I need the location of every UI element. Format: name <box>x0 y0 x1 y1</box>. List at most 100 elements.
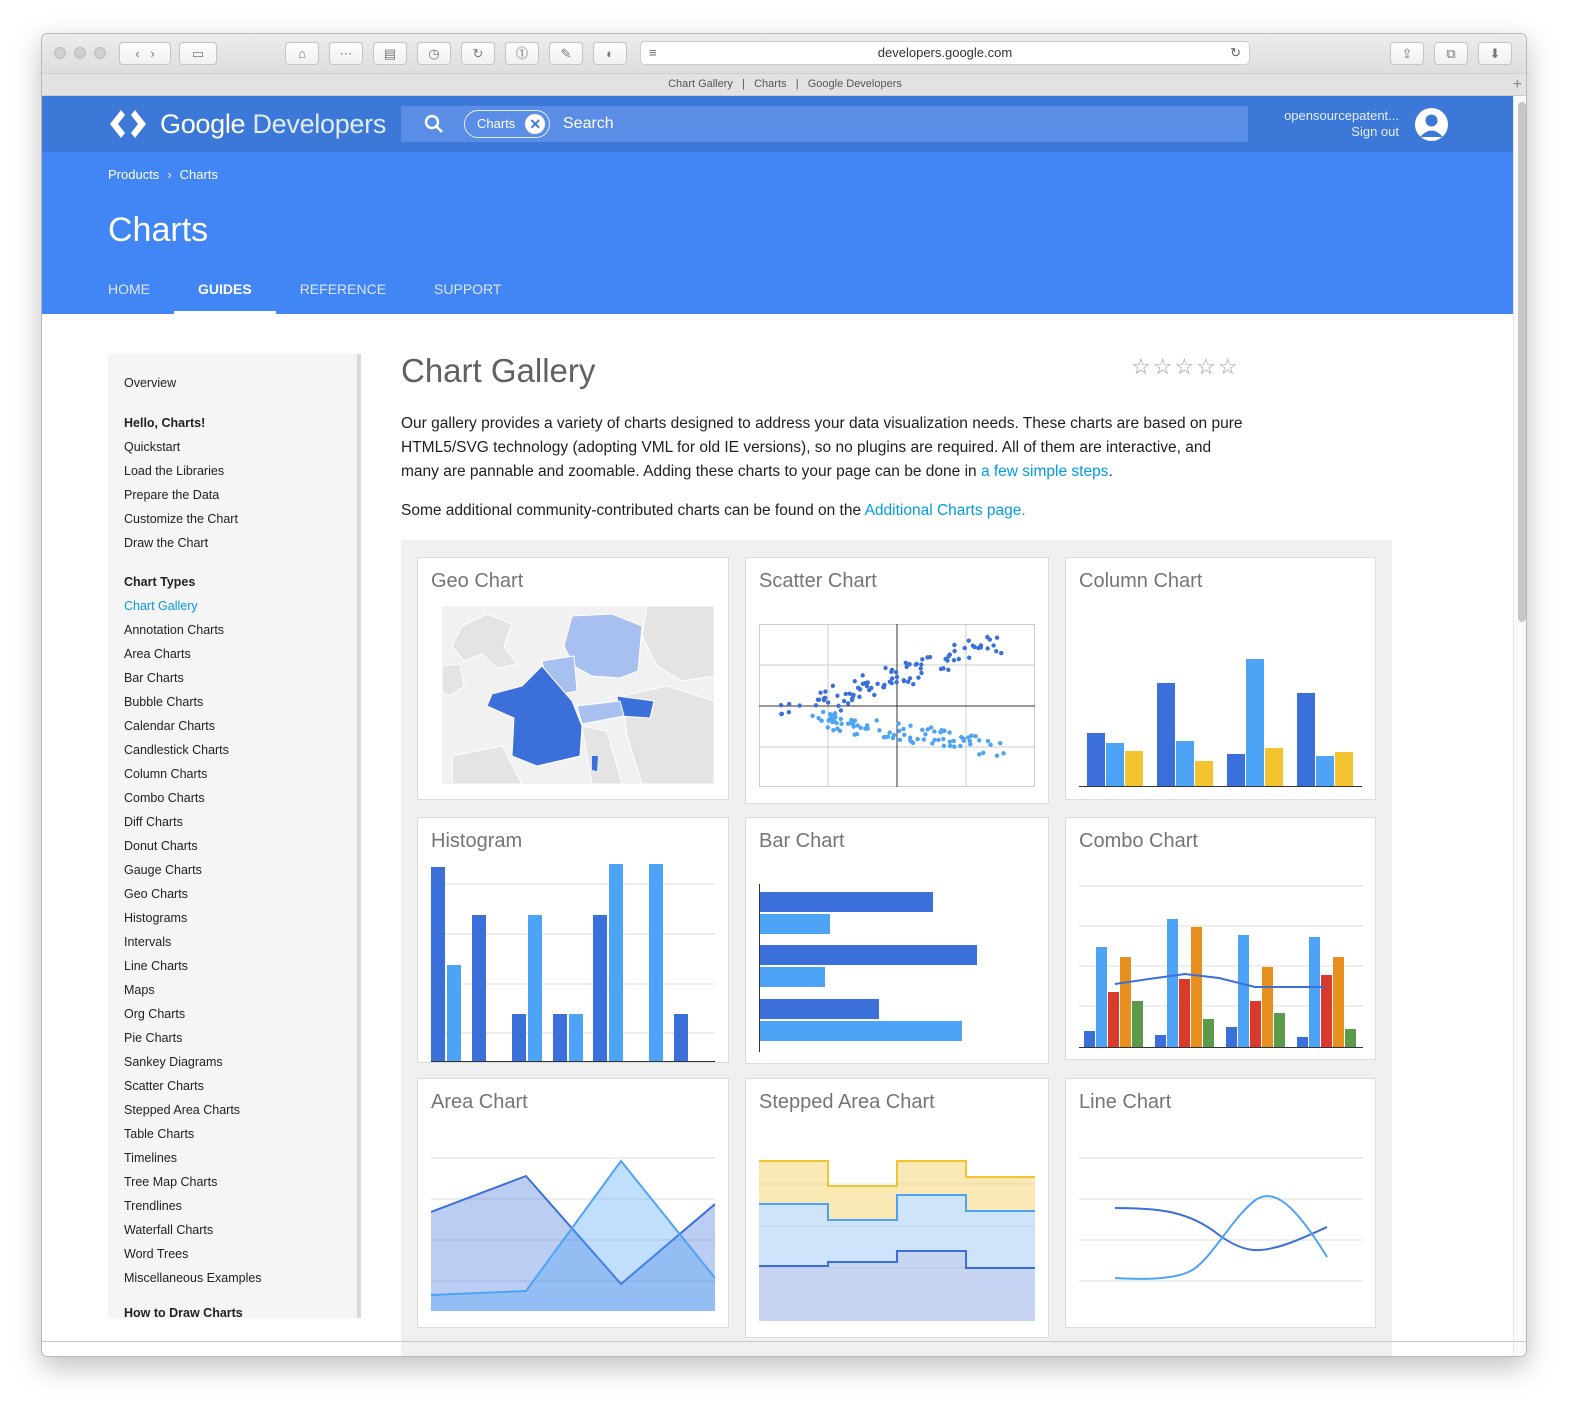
sidebar-item-line-charts[interactable]: Line Charts <box>124 959 188 973</box>
sidebar-item-annotation-charts[interactable]: Annotation Charts <box>124 623 225 637</box>
sidebar-item-stepped-area-charts[interactable]: Stepped Area Charts <box>124 1103 241 1117</box>
scatter-point <box>959 734 964 740</box>
clear-chip-icon[interactable]: ✕ <box>525 114 546 134</box>
privacy-icon[interactable]: ◐ <box>593 42 627 65</box>
tab-guides[interactable]: GUIDES <box>174 281 276 314</box>
additional-paragraph: Some additional community-contributed ch… <box>401 499 1251 523</box>
sidebar-item-load-libraries[interactable]: Load the Libraries <box>124 464 225 478</box>
scatter-point <box>893 670 899 675</box>
sidebar-item-candlestick-charts[interactable]: Candlestick Charts <box>124 743 229 757</box>
search-input[interactable]: Search <box>563 115 614 132</box>
new-tab-button[interactable]: + <box>1512 76 1522 93</box>
sidebar-item-sankey-diagrams[interactable]: Sankey Diagrams <box>124 1055 223 1069</box>
tabs-overview-icon[interactable]: ⧉ <box>1434 42 1468 65</box>
home-icon[interactable]: ⌂ <box>285 42 319 65</box>
sidebar-item-customize-chart[interactable]: Customize the Chart <box>124 512 238 526</box>
tab-reference[interactable]: REFERENCE <box>299 281 387 297</box>
breadcrumb-products[interactable]: Products <box>108 167 160 182</box>
minimize-window-button[interactable] <box>74 47 86 59</box>
sidebar-item-waterfall-charts[interactable]: Waterfall Charts <box>124 1223 214 1237</box>
sidebar-item-word-trees[interactable]: Word Trees <box>124 1247 189 1261</box>
sidebar-item-chart-types: Chart Types <box>124 575 196 589</box>
scatter-point <box>952 744 957 749</box>
tab-support[interactable]: SUPPORT <box>434 281 502 297</box>
page-reload-icon[interactable]: ↻ <box>1230 45 1241 60</box>
scatter-point <box>875 681 880 687</box>
sidebar-item-tree-map-charts[interactable]: Tree Map Charts <box>124 1175 218 1189</box>
sidebar-toggle-icon[interactable]: ▭ <box>179 42 217 65</box>
gallery-card-line[interactable]: Line Chart <box>1065 1078 1376 1328</box>
logo-brand: Google <box>160 108 246 139</box>
sidebar-item-diff-charts[interactable]: Diff Charts <box>124 815 183 829</box>
sidebar-item-bar-charts[interactable]: Bar Charts <box>124 671 184 685</box>
back-forward-buttons[interactable]: ‹ › <box>119 42 171 65</box>
sidebar-item-quickstart[interactable]: Quickstart <box>124 440 181 454</box>
sidebar-item-draw-chart[interactable]: Draw the Chart <box>124 536 209 550</box>
password-icon[interactable]: ⓵ <box>505 42 539 65</box>
search-scope-chip[interactable]: Charts ✕ <box>464 110 551 138</box>
sidebar-item-org-charts[interactable]: Org Charts <box>124 1007 186 1021</box>
gallery-card-column[interactable]: Column Chart <box>1065 557 1376 800</box>
sidebar-item-maps[interactable]: Maps <box>124 983 155 997</box>
gallery-card-histogram[interactable]: Histogram <box>417 817 729 1063</box>
scatter-point <box>978 645 984 650</box>
reload-icon[interactable]: ↻ <box>461 42 495 65</box>
history-icon[interactable]: ◷ <box>417 42 451 65</box>
gallery-card-bar[interactable]: Bar Chart <box>745 817 1049 1064</box>
search-icon[interactable] <box>423 113 445 135</box>
sidebar-item-misc-examples[interactable]: Miscellaneous Examples <box>124 1271 262 1285</box>
avatar[interactable] <box>1415 108 1448 141</box>
breadcrumb-charts[interactable]: Charts <box>179 167 218 182</box>
column-bar <box>1087 733 1105 786</box>
sidebar-item-calendar-charts[interactable]: Calendar Charts <box>124 719 216 733</box>
sidebar-item-timelines[interactable]: Timelines <box>124 1151 178 1165</box>
downloads-icon[interactable]: ⬇ <box>1478 42 1512 65</box>
address-bar[interactable]: ≡ developers.google.com ↻ <box>640 41 1250 65</box>
sidebar-item-intervals[interactable]: Intervals <box>124 935 172 949</box>
sidebar-item-bubble-charts[interactable]: Bubble Charts <box>124 695 204 709</box>
gallery-card-geo[interactable]: Geo Chart <box>417 557 729 800</box>
top-sites-icon[interactable]: ⋯ <box>329 42 363 65</box>
close-window-button[interactable] <box>54 47 66 59</box>
sidebar-item-scatter-charts[interactable]: Scatter Charts <box>124 1079 204 1093</box>
tab-bar[interactable]: Chart Gallery | Charts | Google Develope… <box>42 74 1526 96</box>
google-developers-logo[interactable]: Google Developers <box>108 108 386 140</box>
reader-icon[interactable]: ≡ <box>649 45 657 60</box>
sidebar-item-column-charts[interactable]: Column Charts <box>124 767 208 781</box>
additional-charts-link[interactable]: Additional Charts page. <box>864 502 1026 519</box>
sidebar-item-gauge-charts[interactable]: Gauge Charts <box>124 863 202 877</box>
sidebar-item-geo-charts[interactable]: Geo Charts <box>124 887 188 901</box>
intro-end: . <box>1108 463 1113 480</box>
sidebar-item-chart-gallery[interactable]: Chart Gallery <box>124 599 198 613</box>
extension-icon[interactable]: ✎ <box>549 42 583 65</box>
gallery-card-combo[interactable]: Combo Chart <box>1065 817 1376 1060</box>
print-icon[interactable]: ▤ <box>373 42 407 65</box>
sidebar-item-overview[interactable]: Overview <box>124 376 177 390</box>
sidebar-item-area-charts[interactable]: Area Charts <box>124 647 191 661</box>
rating-stars[interactable]: ☆☆☆☆☆ <box>1131 354 1240 379</box>
scatter-point <box>889 680 894 686</box>
simple-steps-link[interactable]: a few simple steps <box>980 463 1109 480</box>
page-scrollbar[interactable] <box>1513 96 1526 1356</box>
sidebar-item-how-to-draw-charts[interactable]: How to Draw Charts <box>124 1306 243 1320</box>
sidebar-item-combo-charts[interactable]: Combo Charts <box>124 791 205 805</box>
gallery-card-area[interactable]: Area Chart <box>417 1078 729 1328</box>
gallery-card-scatter[interactable]: Scatter Chart <box>745 557 1049 804</box>
zoom-window-button[interactable] <box>94 47 106 59</box>
scrollbar-thumb[interactable] <box>1518 102 1526 622</box>
combo-bar <box>1108 992 1119 1047</box>
bar-chart-thumbnail <box>759 884 977 1052</box>
sidebar-item-prepare-data[interactable]: Prepare the Data <box>124 488 220 502</box>
sidebar-item-histograms[interactable]: Histograms <box>124 911 188 925</box>
column-bar <box>1106 743 1124 786</box>
share-icon[interactable]: ⇪ <box>1390 42 1424 65</box>
sidebar-item-table-charts[interactable]: Table Charts <box>124 1127 195 1141</box>
tab-home[interactable]: HOME <box>108 281 150 297</box>
sign-out-link[interactable]: Sign out <box>1351 124 1399 139</box>
sidebar-item-trendlines[interactable]: Trendlines <box>124 1199 182 1213</box>
search-bar[interactable]: Charts ✕ Search <box>401 106 1248 142</box>
scatter-point <box>904 664 909 670</box>
sidebar-item-pie-charts[interactable]: Pie Charts <box>124 1031 183 1045</box>
sidebar-item-donut-charts[interactable]: Donut Charts <box>124 839 198 853</box>
gallery-card-stepped-area[interactable]: Stepped Area Chart <box>745 1078 1049 1338</box>
